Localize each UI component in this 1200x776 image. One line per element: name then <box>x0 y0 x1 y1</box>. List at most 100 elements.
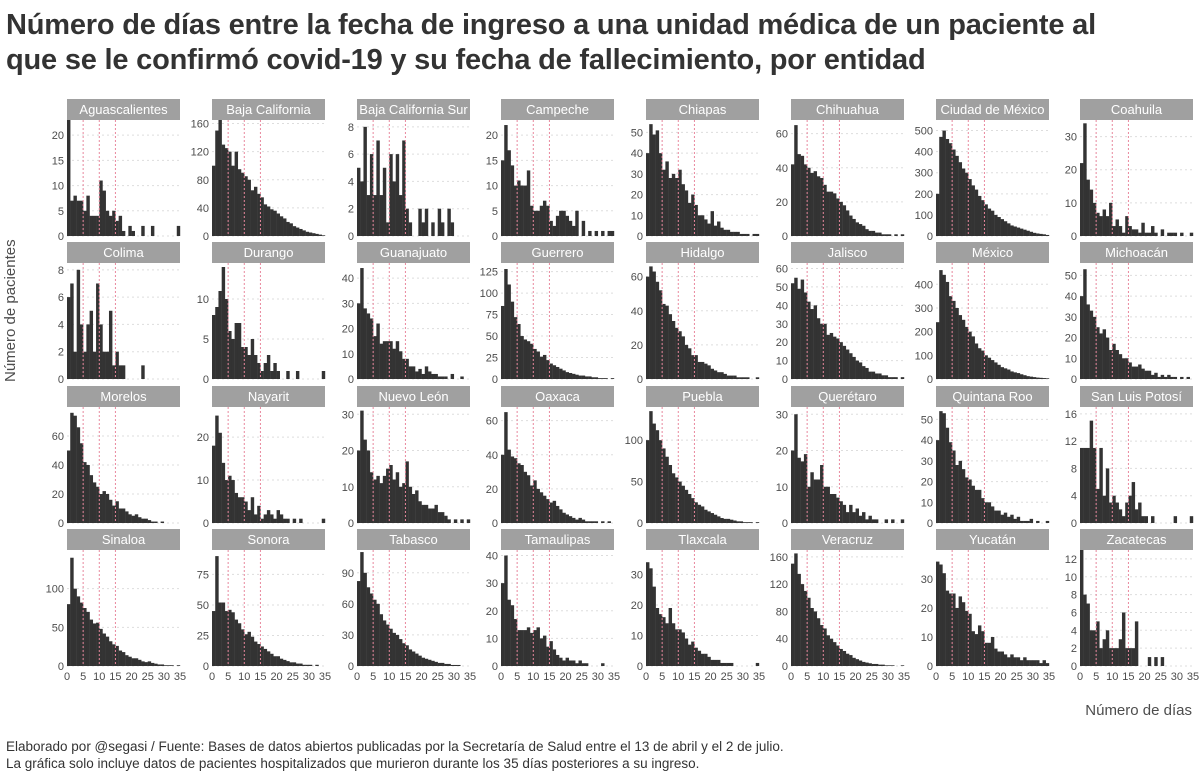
bar <box>411 494 416 523</box>
bar <box>968 179 972 236</box>
bar <box>1007 516 1011 523</box>
bar <box>684 489 689 523</box>
y-tick-label: 120 <box>770 579 788 591</box>
bar <box>250 497 255 523</box>
bar <box>707 656 711 666</box>
bar <box>76 596 81 666</box>
bar <box>810 172 814 236</box>
bar <box>160 521 165 523</box>
bar <box>826 334 830 379</box>
bar <box>360 181 364 236</box>
bar <box>662 303 666 379</box>
bar <box>1092 202 1097 236</box>
bar <box>250 636 255 666</box>
bar <box>128 514 132 523</box>
y-tick-label: 20 <box>342 446 354 458</box>
y-tick-label: 20 <box>631 190 643 202</box>
x-tick-label: 25 <box>721 671 733 683</box>
bar <box>67 450 71 523</box>
strip-label-veracruz: Veracruz <box>822 532 873 547</box>
bar <box>221 602 226 666</box>
y-tick-label: 20 <box>52 489 64 501</box>
bar <box>678 169 682 236</box>
bar <box>460 376 464 379</box>
bar <box>405 358 409 379</box>
bar <box>610 378 615 379</box>
bar <box>266 651 271 666</box>
bar <box>681 485 685 523</box>
bar <box>1160 374 1165 379</box>
y-tick-label: 10 <box>342 482 354 494</box>
bar <box>1007 369 1011 379</box>
bar <box>948 143 953 236</box>
bar <box>584 663 589 666</box>
strip-hidalgo <box>646 242 759 263</box>
bar <box>1125 358 1129 379</box>
strip-label-jalisco: Jalisco <box>828 245 868 260</box>
bar <box>1189 516 1194 523</box>
y-tick-label: 10 <box>1065 353 1077 365</box>
bar <box>1186 376 1190 379</box>
x-tick-label: 25 <box>142 671 154 683</box>
y-tick-label: 40 <box>631 306 643 318</box>
y-tick-label: 0 <box>637 518 643 530</box>
bar <box>1016 373 1021 379</box>
bar <box>1003 654 1008 666</box>
bar <box>276 510 280 523</box>
bar <box>755 233 760 236</box>
bar <box>1096 621 1100 666</box>
bar <box>357 450 361 523</box>
bar <box>874 519 879 523</box>
y-tick-label: 8 <box>348 122 354 134</box>
y-tick-label: 40 <box>776 300 788 312</box>
bar <box>887 234 892 236</box>
bar <box>829 494 834 523</box>
x-tick-label: 20 <box>849 671 861 683</box>
y-tick-label: 0 <box>782 231 788 243</box>
x-tick-label: 5 <box>949 671 955 683</box>
y-tick-label: 20 <box>921 477 933 489</box>
panel-oaxaca: Oaxaca 0 20 40 60 <box>486 386 614 530</box>
y-tick-label: 25 <box>197 630 209 642</box>
bar <box>1125 502 1129 523</box>
bar <box>862 512 866 523</box>
bar <box>646 276 650 379</box>
bar <box>871 371 876 379</box>
bar <box>961 469 966 523</box>
bar <box>942 274 946 379</box>
strip-label-san-luis-potosi: San Luis Potosí <box>1091 389 1182 404</box>
bar <box>253 355 258 379</box>
bar <box>504 269 508 379</box>
bar <box>665 305 669 379</box>
bar <box>849 353 853 379</box>
bar <box>971 336 975 379</box>
bar <box>1083 123 1087 236</box>
bar <box>952 300 956 379</box>
bar <box>810 472 814 523</box>
bar <box>832 336 837 379</box>
bar <box>215 556 219 666</box>
bar <box>108 215 113 236</box>
bar <box>1105 468 1110 523</box>
bar <box>286 371 290 379</box>
bar <box>797 154 801 236</box>
bar <box>717 516 721 523</box>
bar <box>125 511 129 523</box>
y-tick-label: 4 <box>348 176 354 188</box>
y-tick-label: 75 <box>486 310 498 322</box>
caption-line-2: La gráfica solo incluye datos de pacient… <box>6 756 700 771</box>
bar <box>431 222 435 236</box>
bar <box>997 364 1001 379</box>
y-tick-label: 0 <box>58 374 64 386</box>
strip-guanajuato <box>357 242 470 263</box>
bar <box>150 521 155 523</box>
bar <box>105 210 110 236</box>
bar <box>684 344 689 379</box>
bar <box>138 517 142 523</box>
strip-campeche <box>501 99 614 120</box>
bar <box>794 553 798 666</box>
y-tick-label: 50 <box>631 127 643 139</box>
bar <box>79 324 84 379</box>
bar <box>710 513 714 523</box>
